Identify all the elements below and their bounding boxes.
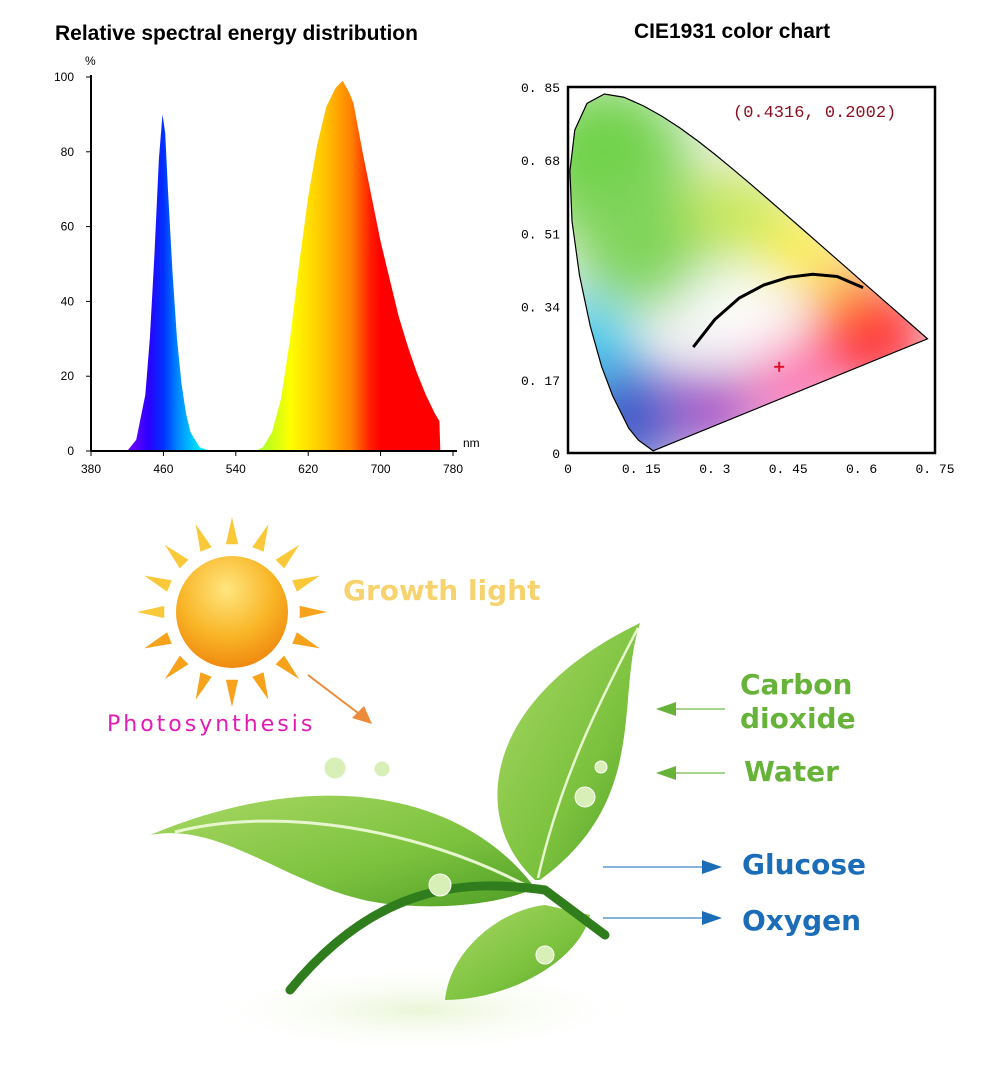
y-tick-label: 20 [61,369,75,383]
cie-chart: (0.4316, 0.2002) 0 0. 15 0. 3 0. 45 0. 6 0. 75… [521,81,955,477]
sun-ray [195,524,212,552]
sun-ray [137,605,165,619]
y-tick-label: 0. 17 [521,374,560,389]
photosynthesis-arrow [307,674,372,724]
x-tick-label: 700 [371,462,391,476]
coordinate-annotation: (0.4316, 0.2002) [733,104,896,123]
x-tick-label: 0. 3 [699,462,730,477]
glucose-label: Glucose [742,848,867,881]
dioxide-label: dioxide [740,702,856,735]
leaf-bottom [445,905,590,1000]
leaves [150,623,640,1000]
input-arrows [656,702,725,780]
sun-ray [144,632,172,649]
sun-ray [275,655,300,680]
sun-ray [275,544,300,569]
spectral-locus [569,93,929,452]
stem [285,881,610,995]
spectrum-chart: 380 460 540 620 700 780 0 20 40 60 80 100 nm% [54,54,480,476]
sun-icon [137,517,327,707]
chromaticity-point [774,361,785,372]
y-tick-label: 0 [552,447,560,462]
x-tick-label: 460 [153,462,173,476]
y-tick-label: 0. 85 [521,81,560,96]
water-drop [574,786,596,808]
spectrum-title: Relative spectral energy distribution [55,22,418,45]
x-tick-label: 0. 6 [846,462,877,477]
x-tick-label: 0. 15 [622,462,661,477]
x-tick-label: 380 [81,462,101,476]
photosynthesis-illustration [137,517,725,1055]
leaf-top [497,623,640,880]
water-drop [535,945,555,965]
x-tick-label: 540 [226,462,246,476]
growth-light-label: Growth light [343,574,541,607]
ground-glow [200,965,640,1055]
water-drop [373,760,391,778]
y-tick-label: 40 [61,294,75,308]
x-axis-label: nm [463,436,480,450]
water-label: Water [744,755,839,788]
y-tick-label: 0 [67,444,74,458]
water-drop [428,873,452,897]
sun-ray [292,632,320,649]
sun-ray [164,655,189,680]
oxygen-label: Oxygen [742,904,862,937]
x-tick-label: 0. 45 [769,462,808,477]
sun-ray [164,544,189,569]
y-tick-label: 0. 51 [521,227,560,242]
x-tick-label: 0 [564,462,572,477]
sun-ray [225,679,239,707]
spectrum-peak-2 [255,80,441,452]
water-drop [323,756,347,780]
y-tick-label: 80 [61,145,75,159]
planckian-locus [692,272,864,348]
y-tick-label: 60 [61,220,75,234]
x-tick-label: 0. 75 [915,462,954,477]
x-tick-label: 780 [443,462,463,476]
sun-ray [299,605,327,619]
sun-ray [252,672,269,700]
sun-ray [225,517,239,545]
cie-title: CIE1931 color chart [634,20,831,43]
y-tick-label: 100 [54,70,74,84]
y-tick-label: 0. 34 [521,301,560,316]
sun-ray [252,524,269,552]
carbon-label: Carbon [740,668,853,701]
photosynthesis-label: Photosynthesis [107,712,316,737]
output-arrows [603,860,722,925]
y-tick-label: 0. 68 [521,154,560,169]
water-drop [594,760,608,774]
y-axis-label: % [85,54,96,68]
spectrum-peak-1 [127,114,211,452]
sun-ray [144,575,172,592]
sun-ray [195,672,212,700]
x-tick-label: 620 [298,462,318,476]
sun-ray [292,575,320,592]
